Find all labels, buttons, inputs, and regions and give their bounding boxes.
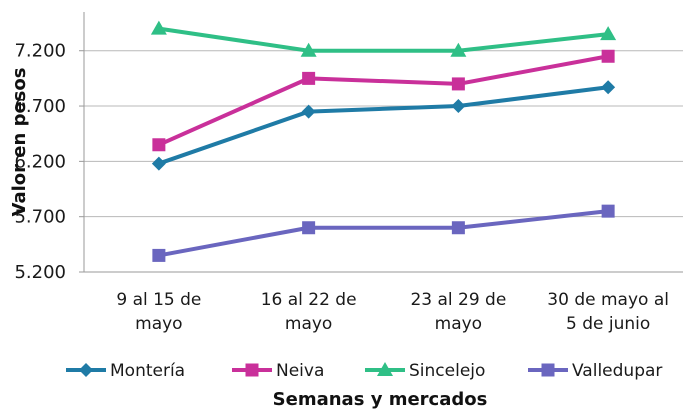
- y-tick-label: 6.200: [14, 151, 66, 172]
- data-point: [151, 156, 166, 171]
- y-tick-label: 7.200: [14, 41, 66, 62]
- legend-marker: [79, 363, 93, 377]
- x-tick-label: 30 de mayo al 5 de junio: [547, 290, 669, 334]
- legend-label: Neiva: [276, 361, 324, 381]
- series-Neiva: [152, 49, 615, 152]
- data-point: [152, 138, 166, 152]
- series-line: [158, 85, 609, 166]
- series-Montería: [151, 80, 616, 171]
- legend-label: Valledupar: [572, 361, 662, 381]
- y-tick-label: 5.200: [14, 262, 66, 283]
- y-tick-labels: 5.200 5.700 6.200 6.700 7.200: [14, 41, 66, 283]
- data-point: [301, 104, 316, 119]
- series-Valledupar: [152, 204, 615, 262]
- y-tick-label: 6.700: [14, 96, 66, 117]
- data-point: [152, 248, 166, 262]
- data-point: [150, 20, 167, 35]
- legend: Montería Neiva Sincelejo Valledupar: [66, 361, 662, 381]
- data-point: [451, 221, 465, 235]
- legend-marker: [245, 363, 259, 377]
- data-point: [600, 26, 617, 41]
- series-line: [158, 209, 609, 258]
- data-point: [601, 204, 615, 218]
- x-tick-label: 9 al 15 de mayo: [116, 290, 201, 334]
- series-layer: [150, 20, 617, 262]
- legend-marker: [377, 362, 393, 376]
- legend-label: Montería: [110, 361, 185, 381]
- y-axis-title: Valor en pesos: [9, 68, 30, 217]
- legend-label: Sincelejo: [409, 361, 485, 381]
- series-line: [158, 54, 609, 147]
- series-line: [158, 26, 609, 53]
- series-Sincelejo: [150, 20, 617, 57]
- data-point: [300, 42, 317, 57]
- x-axis-title: Semanas y mercados: [273, 389, 488, 410]
- gridlines: [84, 50, 683, 273]
- legend-item: Sincelejo: [365, 361, 485, 381]
- data-point: [302, 71, 316, 85]
- axes: [79, 12, 683, 273]
- data-point: [601, 49, 615, 63]
- data-point: [302, 221, 316, 235]
- data-point: [451, 99, 466, 114]
- legend-item: Montería: [66, 361, 185, 381]
- data-point: [450, 42, 467, 57]
- x-tick-label: 23 al 29 de mayo: [410, 290, 506, 334]
- legend-item: Neiva: [232, 361, 324, 381]
- data-point: [601, 80, 616, 95]
- y-tick-label: 5.700: [14, 207, 66, 228]
- legend-item: Valledupar: [528, 361, 662, 381]
- data-point: [451, 77, 465, 91]
- legend-marker: [541, 363, 555, 377]
- x-tick-label: 16 al 22 de mayo: [261, 290, 357, 334]
- x-tick-labels: 9 al 15 de mayo 16 al 22 de mayo 23 al 29 de…: [116, 290, 669, 334]
